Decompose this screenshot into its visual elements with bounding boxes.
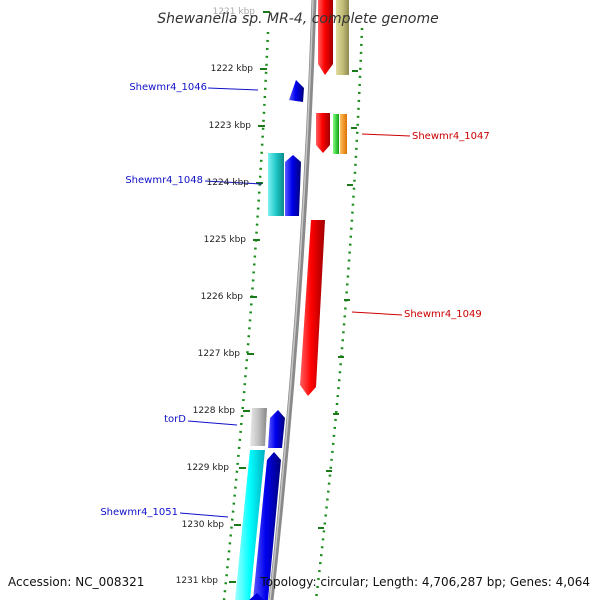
gene-arrow-blue-tord xyxy=(268,410,285,448)
gene-block-teal xyxy=(268,153,284,216)
tick-label: 1221 kbp xyxy=(213,7,256,17)
tick-label: 1225 kbp xyxy=(204,235,247,245)
gene-block-cyan xyxy=(235,450,265,600)
map-title: Shewanella sp. MR-4, complete genome xyxy=(157,11,438,27)
gene-label-shewmr4-1051[interactable]: Shewmr4_1051 xyxy=(100,507,178,518)
gene-block-khaki xyxy=(336,0,349,75)
gene-label-shewmr4-1048[interactable]: Shewmr4_1048 xyxy=(125,175,203,186)
gene-arrow-blue-1048 xyxy=(285,155,301,216)
gene-label-shewmr4-1046[interactable]: Shewmr4_1046 xyxy=(129,82,207,93)
tick-label: 1226 kbp xyxy=(201,292,244,302)
tick-label: 1228 kbp xyxy=(193,406,236,416)
gene-block-gray xyxy=(250,408,267,446)
tick-label: 1222 kbp xyxy=(211,64,254,74)
scale-ticks xyxy=(229,11,270,583)
gene-arrow-blue-1051 xyxy=(253,452,281,600)
gene-label-shewmr4-1047[interactable]: Shewmr4_1047 xyxy=(412,131,490,142)
gene-arrow-red-1049 xyxy=(300,220,325,396)
tick-label: 1227 kbp xyxy=(198,349,241,359)
tick-label: 1229 kbp xyxy=(187,463,230,473)
gene-arrow-blue-1046 xyxy=(289,80,304,102)
gene-label-shewmr4-1049[interactable]: Shewmr4_1049 xyxy=(404,309,482,320)
gene-block-green xyxy=(333,114,339,154)
tick-label: 1223 kbp xyxy=(209,121,252,131)
genome-stats-text: Topology: circular; Length: 4,706,287 bp… xyxy=(259,575,590,589)
label-leaders xyxy=(179,87,411,518)
gene-arrow-red-1047 xyxy=(316,113,330,153)
tick-label: 1231 kbp xyxy=(176,576,219,586)
tick-label: 1230 kbp xyxy=(182,520,225,530)
gc-marks xyxy=(318,70,358,529)
genome-backbone xyxy=(268,0,317,600)
gene-block-orange xyxy=(340,114,347,154)
gene-label-tord[interactable]: torD xyxy=(164,414,186,425)
accession-text: Accession: NC_008321 xyxy=(8,575,144,589)
tick-label: 1224 kbp xyxy=(207,178,250,188)
gene-arrow-red xyxy=(318,0,333,75)
